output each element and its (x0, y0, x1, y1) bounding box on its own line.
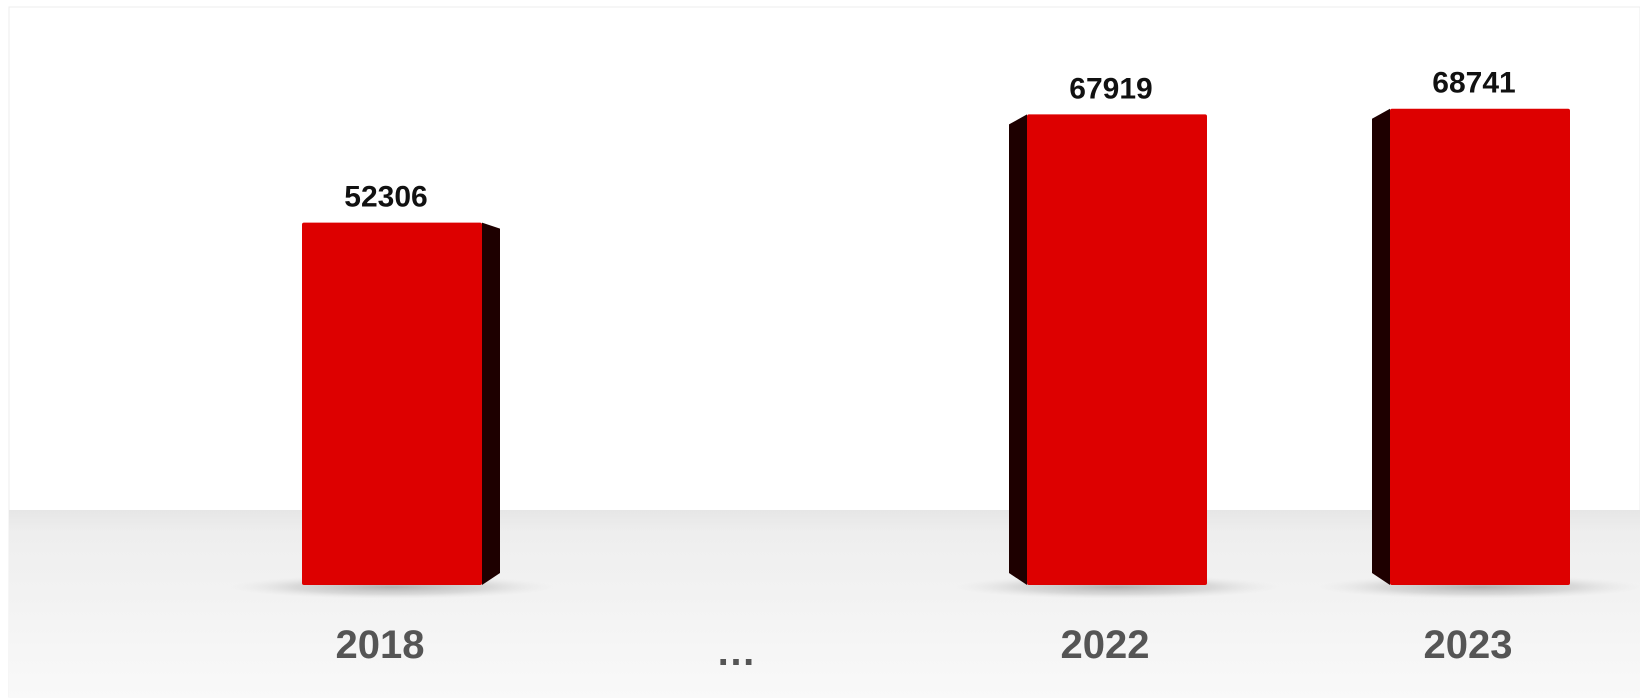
bar[interactable] (302, 222, 482, 585)
bar[interactable] (1390, 108, 1570, 585)
x-tick-label: 2018 (336, 623, 425, 667)
bar-side-face (1372, 108, 1390, 585)
bar-side-face (482, 222, 500, 585)
bar-side-face (1009, 114, 1027, 585)
data-label: 67919 (1069, 72, 1152, 105)
x-tick-label: 2022 (1061, 623, 1150, 667)
bar[interactable] (1027, 114, 1207, 585)
data-label: 68741 (1432, 67, 1515, 100)
x-tick-label-ellipsis: … (716, 630, 756, 674)
x-tick-label: 2023 (1424, 623, 1513, 667)
chart-floor (9, 510, 1640, 698)
bars-layer: 52306 2018 … 67919 2022 68741 2023 (230, 67, 1640, 674)
data-label: 52306 (344, 181, 427, 214)
